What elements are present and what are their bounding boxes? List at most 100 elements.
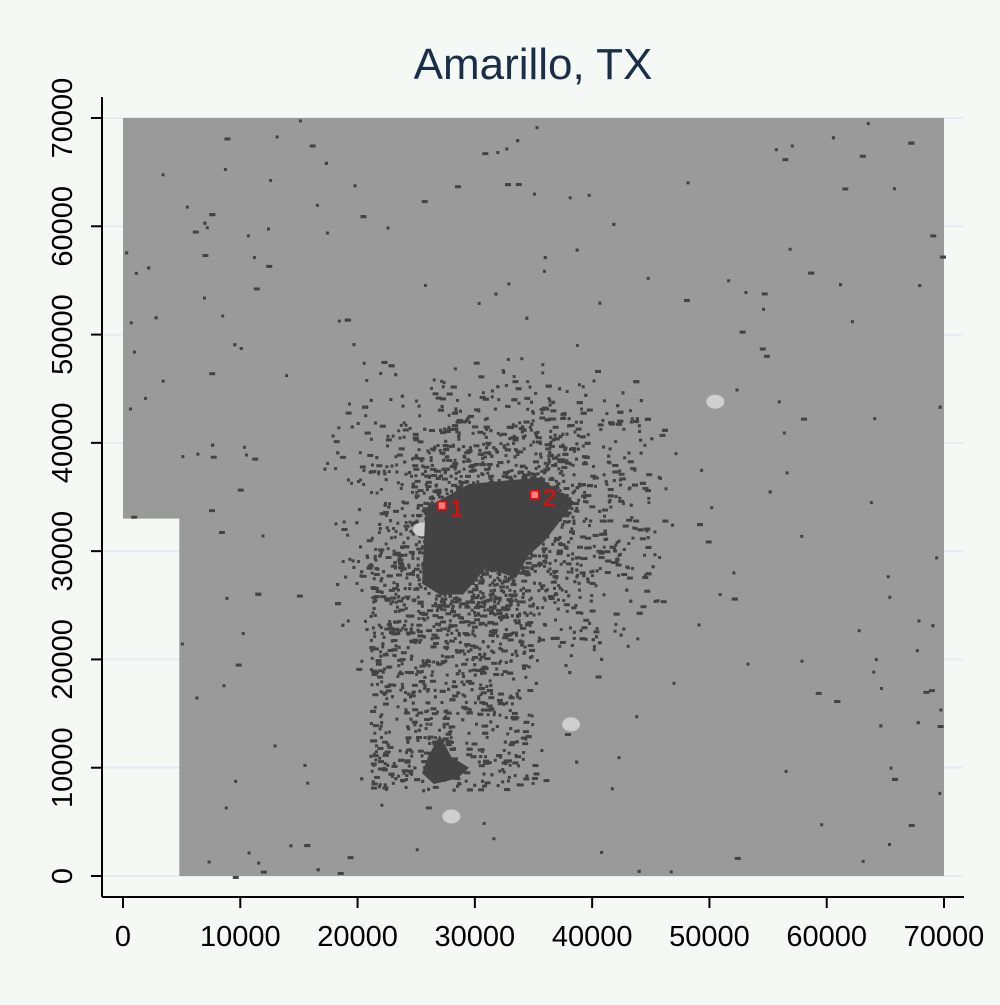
developed-cell xyxy=(658,476,662,480)
developed-cell xyxy=(379,690,383,694)
developed-cell xyxy=(429,722,433,726)
developed-cell xyxy=(434,736,438,740)
developed-cell xyxy=(617,539,621,543)
developed-cell xyxy=(445,673,449,677)
developed-cell xyxy=(498,572,502,576)
developed-cell xyxy=(417,404,421,408)
developed-cell xyxy=(315,203,319,207)
developed-cell xyxy=(372,631,376,635)
developed-cell xyxy=(424,727,428,731)
developed-cell xyxy=(358,478,362,482)
developed-cell xyxy=(581,626,588,630)
developed-cell xyxy=(326,461,330,465)
y-tick-label: 0 xyxy=(47,868,79,884)
developed-cell xyxy=(629,420,633,424)
developed-cell xyxy=(491,591,495,595)
developed-cell xyxy=(392,552,396,556)
developed-cell xyxy=(888,595,892,599)
developed-cell xyxy=(419,585,423,589)
developed-cell xyxy=(502,748,506,752)
developed-cell xyxy=(455,650,462,654)
developed-cell xyxy=(511,717,518,721)
developed-cell xyxy=(477,601,481,605)
developed-cell xyxy=(532,602,536,606)
developed-cell xyxy=(424,663,428,667)
developed-cell xyxy=(568,196,572,200)
developed-cell xyxy=(523,570,530,574)
developed-cell xyxy=(370,722,374,726)
developed-cell xyxy=(473,444,480,448)
developed-cell xyxy=(560,525,564,529)
developed-cell xyxy=(432,625,436,629)
developed-cell xyxy=(508,743,515,747)
developed-cell xyxy=(615,558,619,562)
developed-cell xyxy=(647,501,651,505)
developed-cell xyxy=(418,551,422,555)
developed-cell xyxy=(367,453,374,457)
developed-cell xyxy=(548,403,552,407)
developed-cell xyxy=(388,620,392,624)
developed-cell xyxy=(499,755,503,759)
developed-cell xyxy=(416,595,420,599)
developed-cell xyxy=(452,461,459,465)
developed-cell xyxy=(246,234,250,238)
developed-cell xyxy=(463,455,467,459)
developed-cell xyxy=(443,608,447,612)
developed-cell xyxy=(506,442,510,446)
developed-cell xyxy=(515,692,519,696)
developed-cell xyxy=(575,562,579,566)
developed-cell xyxy=(378,548,385,552)
developed-cell xyxy=(532,613,536,617)
developed-cell xyxy=(529,648,536,652)
developed-cell xyxy=(404,690,408,694)
developed-cell xyxy=(233,343,237,347)
developed-cell xyxy=(457,431,461,435)
marker-point-1 xyxy=(437,500,447,511)
developed-cell xyxy=(522,666,526,670)
developed-cell xyxy=(451,483,458,487)
developed-cell xyxy=(484,614,488,618)
developed-cell xyxy=(422,789,426,793)
developed-cell xyxy=(411,485,418,489)
developed-cell xyxy=(421,563,425,567)
y-tick-label: 40000 xyxy=(47,403,79,484)
developed-cell xyxy=(396,573,403,577)
developed-cell xyxy=(396,481,400,485)
developed-cell xyxy=(404,760,411,764)
developed-cell xyxy=(502,371,506,375)
developed-cell xyxy=(820,823,824,827)
developed-cell xyxy=(417,448,421,452)
developed-cell xyxy=(468,448,472,452)
developed-cell xyxy=(446,641,450,645)
developed-cell xyxy=(132,350,136,354)
developed-cell xyxy=(639,438,643,442)
developed-cell xyxy=(647,496,651,500)
developed-cell xyxy=(575,568,579,572)
developed-cell xyxy=(553,539,557,543)
developed-cell xyxy=(601,508,608,512)
developed-cell xyxy=(866,121,870,125)
developed-cell xyxy=(453,467,457,471)
developed-cell xyxy=(445,739,452,743)
developed-cell xyxy=(622,627,626,631)
developed-cell xyxy=(782,158,789,162)
developed-cell xyxy=(477,697,481,701)
developed-cell xyxy=(645,572,652,576)
y-tick-label: 10000 xyxy=(47,727,79,808)
developed-cell xyxy=(515,614,519,618)
developed-cell xyxy=(511,715,518,719)
developed-cell xyxy=(518,613,522,617)
developed-cell xyxy=(444,430,451,434)
developed-cell xyxy=(777,400,781,404)
developed-cell xyxy=(466,753,473,757)
developed-cell xyxy=(627,460,634,464)
developed-cell xyxy=(734,856,741,860)
developed-cell xyxy=(478,581,485,585)
developed-cell xyxy=(391,764,398,768)
developed-cell xyxy=(550,637,557,641)
developed-cell xyxy=(428,429,435,433)
developed-cell xyxy=(482,442,486,446)
developed-cell xyxy=(618,499,625,503)
developed-cell xyxy=(579,571,586,575)
developed-cell xyxy=(252,457,259,461)
